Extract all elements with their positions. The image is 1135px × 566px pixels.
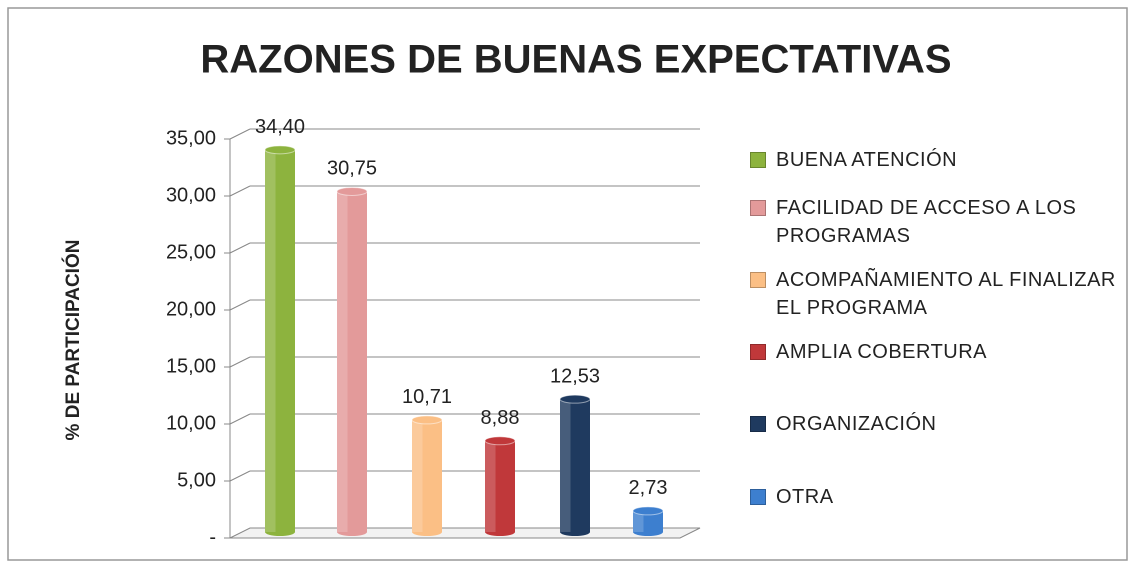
- bar: [485, 440, 515, 532]
- grid-line: [229, 299, 251, 311]
- legend-swatch: [750, 489, 766, 505]
- bar-shade: [633, 510, 644, 532]
- legend-label: FACILIDAD DE ACCESO A LOS PROGRAMAS: [776, 197, 1077, 247]
- bar-shade: [337, 191, 348, 532]
- legend-swatch: [750, 344, 766, 360]
- bar: [337, 191, 367, 532]
- grid-line: [229, 242, 251, 254]
- bar-shade: [560, 399, 571, 532]
- y-tick-label: 25,00: [166, 241, 216, 263]
- bar-shade: [412, 419, 423, 532]
- data-label: 10,71: [402, 386, 452, 408]
- floor: [229, 527, 701, 539]
- legend-item: AMPLIA COBERTURA: [750, 338, 1120, 366]
- bar-top: [411, 415, 443, 425]
- bar-shade: [265, 149, 276, 532]
- legend-item: ACOMPAÑAMIENTO AL FINALIZAR EL PROGRAMA: [750, 266, 1120, 322]
- bar-top: [484, 436, 516, 446]
- y-tick-label: 35,00: [166, 127, 216, 149]
- y-tick-label: 30,00: [166, 184, 216, 206]
- legend-label: OTRA: [776, 486, 834, 508]
- bar-top: [336, 186, 368, 196]
- legend-swatch: [750, 200, 766, 216]
- bar: [560, 399, 590, 532]
- grid-line: [229, 356, 251, 368]
- grid-line: [229, 128, 251, 140]
- legend-label: ACOMPAÑAMIENTO AL FINALIZAR EL PROGRAMA: [776, 269, 1116, 319]
- bar-top: [264, 145, 296, 155]
- bar-top: [559, 394, 591, 404]
- legend-swatch: [750, 152, 766, 168]
- data-label: 8,88: [481, 407, 520, 429]
- legend-item: FACILIDAD DE ACCESO A LOS PROGRAMAS: [750, 194, 1120, 250]
- grid-line: [229, 413, 251, 425]
- legend-item: BUENA ATENCIÓN: [750, 146, 1120, 174]
- legend: BUENA ATENCIÓN FACILIDAD DE ACCESO A LOS …: [750, 0, 1130, 566]
- legend-item: OTRA: [750, 483, 1120, 511]
- data-label: 2,73: [629, 477, 668, 499]
- y-tick-label: 5,00: [177, 469, 216, 491]
- data-label: 12,53: [550, 365, 600, 387]
- bar: [265, 149, 295, 532]
- bar-top: [632, 506, 664, 516]
- legend-item: ORGANIZACIÓN: [750, 410, 1120, 438]
- grid-line: [229, 470, 251, 482]
- y-axis-label: % DE PARTICIPACIÓN: [62, 240, 84, 441]
- y-tick-label: 10,00: [166, 412, 216, 434]
- bar: [633, 510, 663, 532]
- y-tick-label: -: [209, 526, 216, 548]
- data-label: 30,75: [327, 158, 377, 180]
- legend-label: AMPLIA COBERTURA: [776, 341, 988, 363]
- grid-line: [229, 185, 251, 197]
- legend-swatch: [750, 272, 766, 288]
- y-tick-label: 15,00: [166, 355, 216, 377]
- legend-label: BUENA ATENCIÓN: [776, 149, 958, 171]
- legend-swatch: [750, 416, 766, 432]
- bar: [412, 419, 442, 532]
- legend-label: ORGANIZACIÓN: [776, 413, 937, 435]
- bar-shade: [485, 440, 496, 532]
- y-tick-label: 20,00: [166, 298, 216, 320]
- chart-title: RAZONES DE BUENAS EXPECTATIVAS: [200, 38, 951, 82]
- data-label: 34,40: [255, 116, 305, 138]
